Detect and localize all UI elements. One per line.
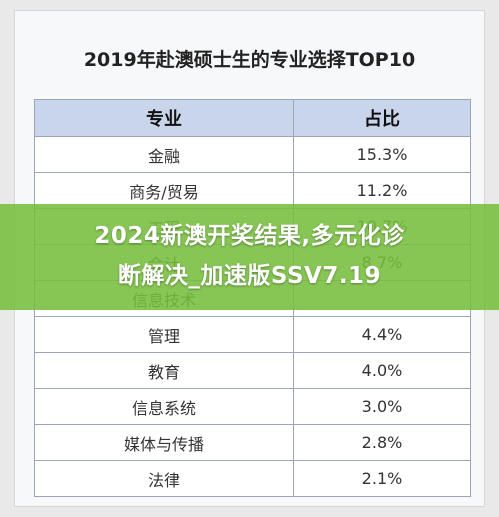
table-cell: 媒体与传播 bbox=[34, 424, 294, 461]
table-cell: 4.0% bbox=[293, 352, 471, 389]
table-row: 信息系统 3.0% bbox=[34, 388, 471, 425]
banner-line: 断解决_加速版SSV7.19 bbox=[117, 263, 382, 289]
title: 2019年赴澳硕士生的专业选择TOP10 bbox=[83, 49, 416, 71]
table-row: 媒体与传播 2.8% bbox=[34, 424, 471, 461]
table-cell: 法律 bbox=[34, 460, 294, 497]
table-cell: 信息系统 bbox=[34, 388, 294, 425]
table-cell: 15.3% bbox=[293, 136, 471, 173]
table-cell: 3.0% bbox=[293, 388, 471, 425]
table-cell: 4.4% bbox=[293, 316, 471, 353]
header-cell: 占比 bbox=[293, 99, 471, 137]
table-cell: 教育 bbox=[34, 352, 294, 389]
banner: 2024新澳开奖结果,多元化诊 断解决_加速版SSV7.19 bbox=[0, 204, 499, 310]
table-cell: 商务/贸易 bbox=[34, 172, 294, 209]
panel: 2019年赴澳硕士生的专业选择TOP10 专业 占比 金融 15.3% 商务/贸易 1… bbox=[14, 10, 485, 507]
table-body: 金融15.3%商务/贸易11.2%工程10.7%会计8.7%信息技术管理4.4%… bbox=[34, 136, 471, 497]
table-row: 金融 15.3% bbox=[34, 136, 471, 173]
table-row: 教育 4.0% bbox=[34, 352, 471, 389]
table-cell: 2.8% bbox=[293, 424, 471, 461]
header-cell: 专业 bbox=[34, 99, 294, 137]
table-row: 法律 2.1% bbox=[34, 460, 471, 497]
table-cell: 管理 bbox=[34, 316, 294, 353]
header-row: 专业 占比 bbox=[34, 99, 471, 137]
banner-line: 2024新澳开奖结果,多元化诊 bbox=[94, 223, 405, 249]
table-row: 商务/贸易 11.2% bbox=[34, 172, 471, 209]
table-cell: 金融 bbox=[34, 136, 294, 173]
table-row: 管理 4.4% bbox=[34, 316, 471, 353]
table-cell: 2.1% bbox=[293, 460, 471, 497]
